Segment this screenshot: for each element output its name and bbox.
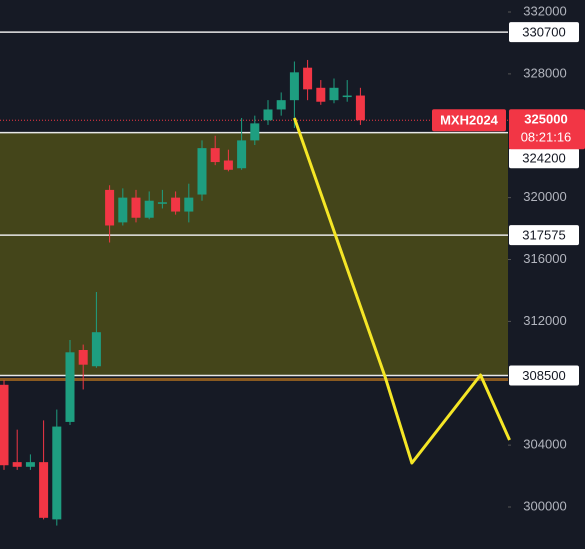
level-label-box: [509, 148, 579, 169]
projection-line: [292, 117, 511, 465]
level-label: 324200: [522, 151, 565, 166]
level-label: 317575: [522, 228, 565, 243]
y-tick-label: 320000: [523, 189, 566, 204]
candle-body: [25, 462, 35, 467]
candle-body: [329, 87, 339, 101]
price-label: 325000: [524, 112, 567, 127]
level-label: 330700: [522, 25, 565, 40]
candle-body: [237, 140, 247, 169]
candle-body: [52, 426, 62, 520]
candle-body: [223, 160, 233, 170]
price-box: [509, 109, 585, 150]
y-tick-label: 304000: [523, 437, 566, 452]
candle-body: [105, 189, 115, 226]
candle-body: [0, 384, 9, 466]
candle-body: [12, 462, 22, 467]
candle-body: [197, 148, 207, 195]
level-label-box: [509, 225, 579, 246]
candle-body: [250, 123, 260, 141]
zone: [0, 132, 508, 376]
symbol-label: MXH2024: [440, 113, 499, 128]
y-tick-label: 316000: [523, 251, 566, 266]
candle-body: [355, 95, 365, 121]
candle-body: [263, 109, 273, 121]
candle-body: [342, 95, 352, 98]
level-label-box: [509, 365, 579, 386]
candle-body: [144, 200, 154, 218]
candle-body: [65, 352, 75, 422]
candle-body: [118, 197, 128, 223]
y-tick-label: 300000: [523, 498, 566, 513]
level-label: 308500: [522, 368, 565, 383]
y-tick-label: 332000: [523, 3, 566, 18]
candle-body: [303, 67, 313, 90]
candle-body: [157, 202, 167, 204]
candle-body: [210, 148, 220, 163]
candle-body: [131, 197, 141, 218]
level-label-box: [509, 22, 579, 43]
y-tick-label: 312000: [523, 313, 566, 328]
candle-body: [316, 87, 326, 102]
symbol-box: [432, 109, 506, 132]
candle-body: [184, 197, 194, 212]
candle-body: [91, 332, 101, 367]
countdown-label: 08:21:16: [521, 130, 572, 145]
candle-body: [171, 197, 181, 212]
y-tick-label: 328000: [523, 65, 566, 80]
candle-body: [39, 462, 49, 518]
candle-body: [276, 100, 286, 110]
candle-body: [78, 349, 88, 365]
candle-body: [289, 72, 299, 101]
